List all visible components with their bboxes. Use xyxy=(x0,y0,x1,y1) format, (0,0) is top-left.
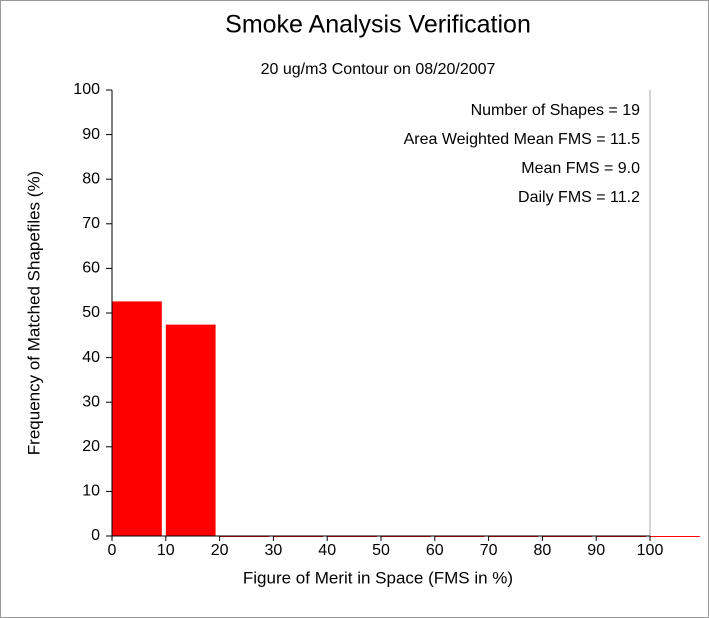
y-tick-label: 30 xyxy=(82,393,100,410)
chart-subtitle: 20 ug/m3 Contour on 08/20/2007 xyxy=(261,61,496,78)
y-tick-label: 0 xyxy=(91,527,100,544)
annotation: Daily FMS = 11.2 xyxy=(518,189,640,206)
bar xyxy=(112,301,162,536)
y-tick-label: 70 xyxy=(82,215,100,232)
x-tick-label: 90 xyxy=(587,542,605,559)
y-tick-label: 90 xyxy=(82,126,100,143)
x-tick-label: 0 xyxy=(108,542,117,559)
y-axis-label: Frequency of Matched Shapefiles (%) xyxy=(24,171,43,455)
bar xyxy=(165,324,216,536)
y-tick-label: 100 xyxy=(73,81,100,98)
chart-title: Smoke Analysis Verification xyxy=(225,11,531,39)
x-tick-label: 10 xyxy=(157,542,175,559)
y-tick-label: 60 xyxy=(82,260,100,277)
x-tick-label: 20 xyxy=(211,542,229,559)
annotation: Mean FMS = 9.0 xyxy=(521,160,640,177)
y-tick-label: 50 xyxy=(82,304,100,321)
y-tick-label: 80 xyxy=(82,170,100,187)
x-axis-label: Figure of Merit in Space (FMS in %) xyxy=(243,568,513,587)
bar xyxy=(650,536,700,537)
x-tick-label: 100 xyxy=(637,542,664,559)
x-tick-label: 80 xyxy=(534,542,552,559)
x-tick-label: 50 xyxy=(372,542,390,559)
x-tick-label: 40 xyxy=(318,542,336,559)
annotation: Number of Shapes = 19 xyxy=(471,102,641,119)
x-tick-label: 60 xyxy=(426,542,444,559)
y-tick-label: 20 xyxy=(82,438,100,455)
y-tick-label: 40 xyxy=(82,349,100,366)
annotation: Area Weighted Mean FMS = 11.5 xyxy=(404,131,641,148)
y-tick-label: 10 xyxy=(82,483,100,500)
x-tick-label: 30 xyxy=(265,542,283,559)
x-tick-label: 70 xyxy=(480,542,498,559)
